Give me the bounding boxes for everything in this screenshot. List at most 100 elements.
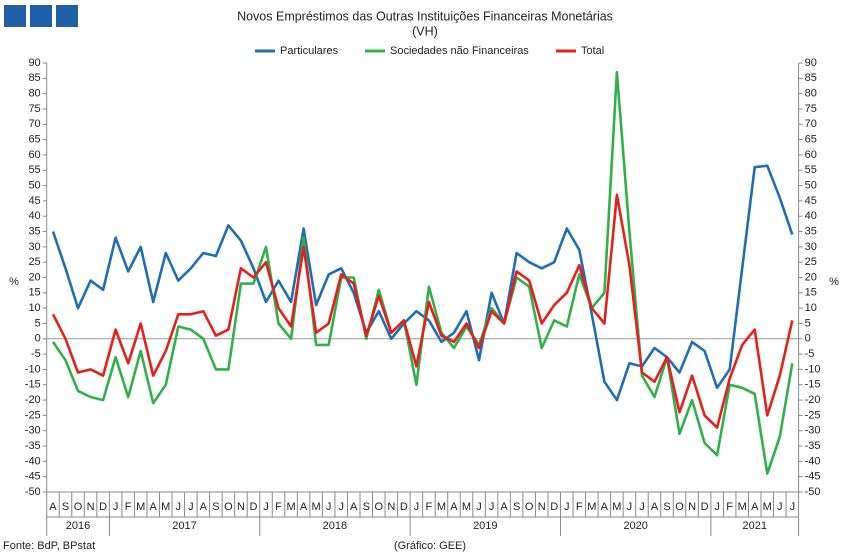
x-tick-label: A [601, 501, 609, 513]
x-tick-label: S [212, 501, 219, 513]
y2-tick-label: -45 [805, 471, 821, 483]
x-tick-label: M [738, 501, 747, 513]
x-tick-label: F [426, 501, 433, 513]
y2-tick-label: 10 [805, 302, 817, 314]
x-tick-label: A [200, 501, 208, 513]
x-tick-label: A [450, 501, 458, 513]
y-tick-label: 30 [28, 241, 40, 253]
x-tick-label: S [663, 501, 670, 513]
x-tick-label: F [726, 501, 733, 513]
y2-tick-label: 45 [805, 195, 817, 207]
y-tick-label: 55 [28, 164, 40, 176]
y2-tick-label: -10 [805, 363, 821, 375]
year-label: 2019 [473, 520, 497, 532]
y2-tick-label: 75 [805, 103, 817, 115]
y2-tick-label: -30 [805, 425, 821, 437]
x-tick-label: J [564, 501, 570, 513]
x-tick-label: D [249, 501, 257, 513]
legend-label: Particulares [280, 45, 339, 57]
year-label: 2016 [66, 520, 90, 532]
x-tick-label: O [74, 501, 83, 513]
y-tick-label: 65 [28, 134, 40, 146]
x-tick-label: O [224, 501, 233, 513]
y2-tick-label: -50 [805, 486, 821, 498]
y-tick-label: 5 [35, 317, 41, 329]
series-line [51, 70, 794, 475]
x-tick-label: J [414, 501, 420, 513]
x-tick-label: M [612, 501, 621, 513]
y-tick-label: -45 [25, 471, 41, 483]
series-line [51, 193, 794, 429]
y-tick-label: -15 [25, 379, 41, 391]
logo-square [56, 5, 78, 27]
y-axis-label: % [9, 276, 19, 288]
x-tick-label: D [400, 501, 408, 513]
x-tick-label: J [326, 501, 332, 513]
y2-tick-label: 30 [805, 241, 817, 253]
y-tick-label: 60 [28, 149, 40, 161]
y2-tick-label: 15 [805, 287, 817, 299]
y-tick-label: -30 [25, 425, 41, 437]
x-tick-label: A [751, 501, 759, 513]
x-tick-label: A [651, 501, 659, 513]
y2-tick-label: -15 [805, 379, 821, 391]
x-tick-label: J [790, 501, 796, 513]
x-tick-label: M [437, 501, 446, 513]
x-tick-label: D [701, 501, 709, 513]
y-tick-label: 75 [28, 103, 40, 115]
y2-tick-label: -25 [805, 409, 821, 421]
x-tick-label: J [777, 501, 783, 513]
y2-tick-label: -20 [805, 394, 821, 406]
year-label: 2018 [323, 520, 347, 532]
y2-tick-label: 80 [805, 88, 817, 100]
x-tick-label: J [338, 501, 344, 513]
y-tick-label: 0 [35, 333, 41, 345]
year-label: 2020 [623, 520, 647, 532]
x-tick-label: A [150, 501, 158, 513]
x-tick-label: O [675, 501, 684, 513]
y2-tick-label: 65 [805, 134, 817, 146]
y-tick-label: -10 [25, 363, 41, 375]
x-tick-label: S [513, 501, 520, 513]
y2-tick-label: 35 [805, 225, 817, 237]
x-tick-label: J [489, 501, 495, 513]
y2-tick-label: 5 [805, 317, 811, 329]
y-tick-label: 25 [28, 256, 40, 268]
x-tick-label: M [286, 501, 295, 513]
x-tick-label: A [500, 501, 508, 513]
x-tick-label: J [263, 501, 269, 513]
chart-subtitle: (VH) [412, 24, 438, 38]
x-tick-label: J [176, 501, 182, 513]
x-tick-label: J [639, 501, 645, 513]
y2-tick-label: -5 [805, 348, 815, 360]
y-tick-label: -35 [25, 440, 41, 452]
y2-tick-label: 40 [805, 210, 817, 222]
x-tick-label: N [688, 501, 696, 513]
source: Fonte: BdP, BPstat [3, 540, 95, 552]
y-tick-label: 15 [28, 287, 40, 299]
legend-label: Sociedades não Financeiras [390, 45, 529, 57]
x-tick-label: M [136, 501, 145, 513]
x-tick-label: J [188, 501, 194, 513]
x-tick-label: O [375, 501, 384, 513]
x-tick-label: F [125, 501, 132, 513]
y-tick-label: 40 [28, 210, 40, 222]
x-tick-label: J [113, 501, 119, 513]
x-tick-label: F [576, 501, 583, 513]
y-tick-label: 45 [28, 195, 40, 207]
y2-tick-label: 85 [805, 72, 817, 84]
x-tick-label: M [462, 501, 471, 513]
logo-square [30, 5, 52, 27]
y-tick-label: 80 [28, 88, 40, 100]
x-tick-label: A [300, 501, 308, 513]
x-tick-label: J [627, 501, 633, 513]
x-tick-label: N [538, 501, 546, 513]
credit: (Gráfico: GEE) [394, 540, 466, 552]
y-tick-label: 50 [28, 179, 40, 191]
year-label: 2017 [172, 520, 196, 532]
x-tick-label: N [387, 501, 395, 513]
x-tick-label: A [350, 501, 358, 513]
y2-tick-label: 70 [805, 118, 817, 130]
y-tick-label: 85 [28, 72, 40, 84]
